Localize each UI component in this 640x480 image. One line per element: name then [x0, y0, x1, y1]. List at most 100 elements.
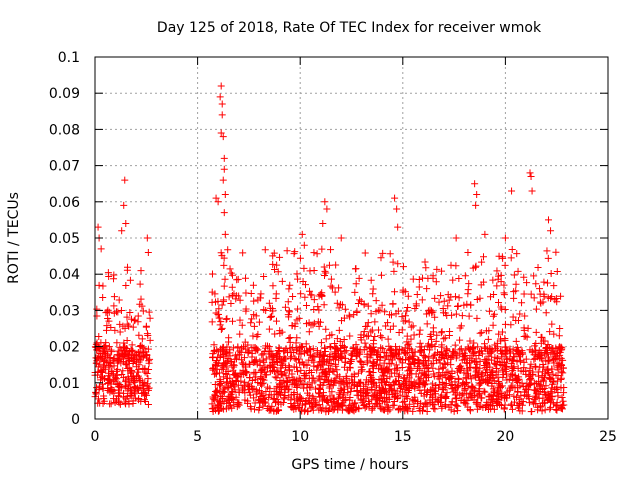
data-point: [215, 407, 223, 415]
x-tick-label: 0: [91, 429, 100, 445]
data-point: [488, 347, 496, 355]
data-point: [355, 296, 363, 304]
data-point: [230, 361, 238, 369]
data-point: [218, 301, 226, 309]
data-point: [498, 253, 506, 261]
data-point: [518, 299, 526, 307]
data-point: [467, 301, 475, 309]
data-point: [107, 324, 115, 332]
data-point: [138, 353, 146, 361]
data-point: [429, 359, 437, 367]
data-point: [254, 330, 262, 338]
data-point: [489, 321, 497, 329]
data-point: [259, 350, 267, 358]
data-point: [238, 359, 246, 367]
data-point: [375, 383, 383, 391]
data-point: [427, 390, 435, 398]
data-point: [478, 329, 486, 337]
data-point: [457, 322, 465, 330]
data-point: [272, 388, 280, 396]
data-point: [122, 220, 130, 228]
data-point: [240, 354, 248, 362]
data-point: [104, 315, 112, 323]
y-tick-label: 0.08: [49, 122, 80, 138]
data-point: [305, 345, 313, 353]
data-point: [211, 391, 219, 399]
data-point: [250, 322, 258, 330]
data-point: [114, 379, 122, 387]
data-point: [270, 356, 278, 364]
data-point: [241, 338, 249, 346]
data-point: [242, 274, 250, 282]
data-point: [423, 285, 431, 293]
data-point: [291, 402, 299, 410]
data-point: [286, 333, 294, 341]
data-point: [548, 393, 556, 401]
data-point: [527, 290, 535, 298]
data-point: [403, 338, 411, 346]
data-point: [526, 169, 534, 177]
data-point: [287, 403, 295, 411]
data-point: [257, 290, 265, 298]
data-point: [458, 391, 466, 399]
data-point: [116, 328, 124, 336]
data-point: [110, 377, 118, 385]
data-point: [364, 302, 372, 310]
x-tick-label: 25: [599, 429, 617, 445]
data-point: [308, 291, 316, 299]
data-point: [531, 342, 539, 350]
data-point: [318, 372, 326, 380]
data-point: [420, 370, 428, 378]
data-point: [537, 299, 545, 307]
data-point: [488, 396, 496, 404]
data-point: [556, 362, 564, 370]
data-point: [289, 375, 297, 383]
data-point: [381, 381, 389, 389]
data-point: [315, 306, 323, 314]
data-point: [436, 380, 444, 388]
data-point: [305, 394, 313, 402]
data-point: [466, 346, 474, 354]
data-point: [291, 248, 299, 256]
data-point: [495, 272, 503, 280]
data-point: [134, 355, 142, 363]
data-point: [289, 293, 297, 301]
data-point: [143, 354, 151, 362]
data-point: [296, 254, 304, 262]
data-point: [361, 249, 369, 257]
data-point: [303, 361, 311, 369]
data-point: [357, 389, 365, 397]
data-point: [460, 349, 468, 357]
data-point: [466, 337, 474, 345]
data-point: [218, 111, 226, 119]
data-point: [429, 387, 437, 395]
data-point: [283, 247, 291, 255]
data-point: [285, 374, 293, 382]
data-point: [143, 330, 151, 338]
data-point: [509, 370, 517, 378]
data-point: [475, 351, 483, 359]
data-point: [420, 345, 428, 353]
data-point: [217, 345, 225, 353]
data-point: [223, 374, 231, 382]
data-point: [340, 397, 348, 405]
data-point: [501, 306, 509, 314]
data-point: [212, 406, 220, 414]
data-point: [146, 314, 154, 322]
data-point: [376, 393, 384, 401]
data-point: [541, 406, 549, 414]
data-point: [447, 382, 455, 390]
data-point: [367, 310, 375, 318]
data-point: [381, 354, 389, 362]
data-point: [360, 331, 368, 339]
x-axis-label: GPS time / hours: [291, 457, 408, 473]
data-point: [472, 262, 480, 270]
data-point: [554, 392, 562, 400]
data-point: [326, 381, 334, 389]
data-point: [328, 331, 336, 339]
data-point: [282, 345, 290, 353]
data-point: [473, 314, 481, 322]
data-point: [122, 281, 130, 289]
data-point: [120, 201, 128, 209]
